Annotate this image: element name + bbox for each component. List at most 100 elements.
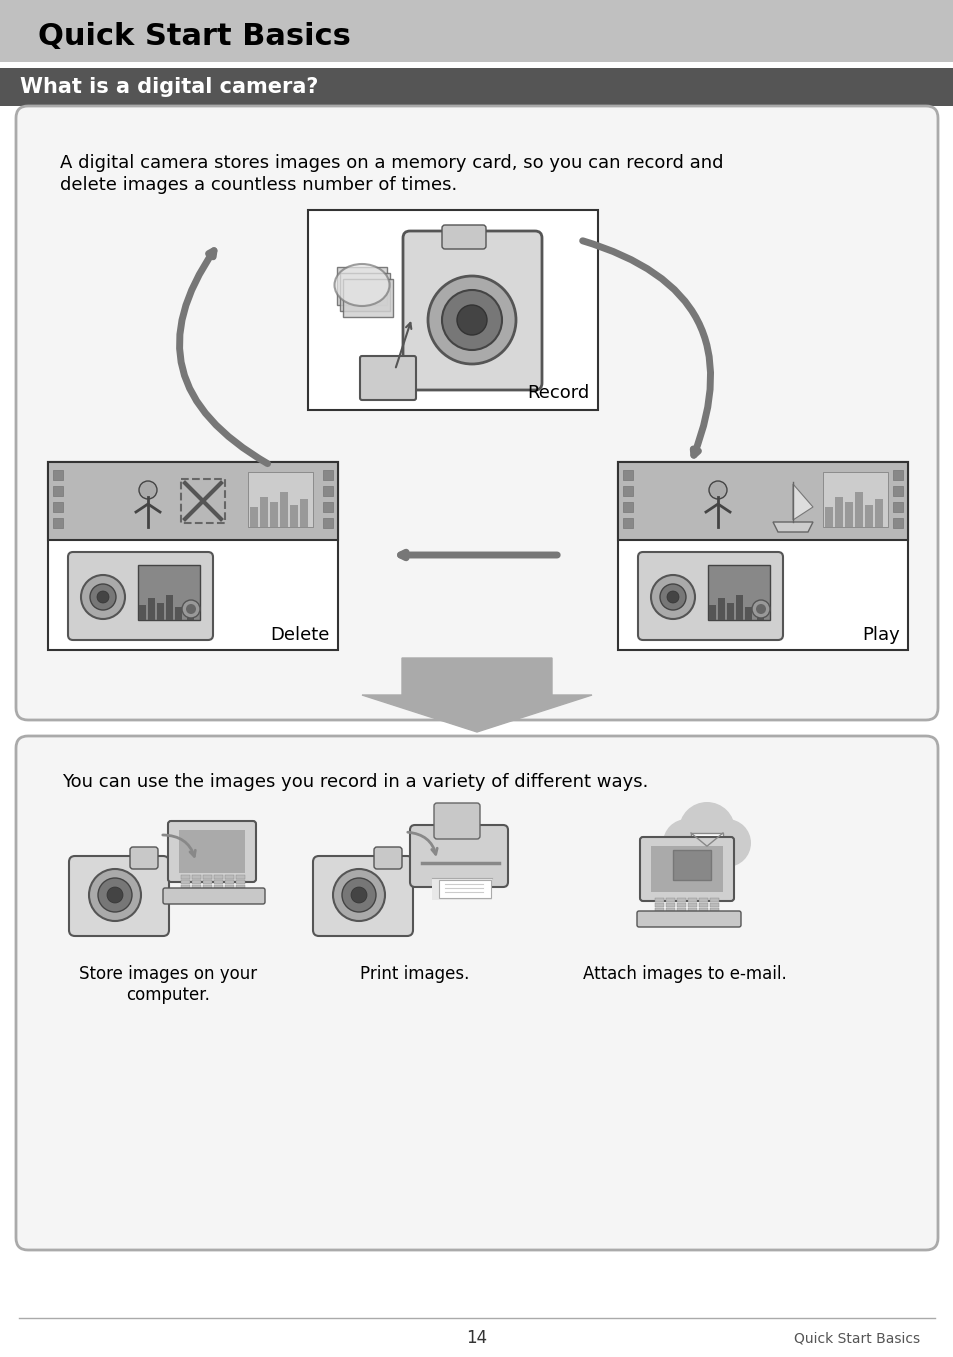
Text: Quick Start Basics: Quick Start Basics xyxy=(38,22,351,50)
Bar xyxy=(699,898,707,902)
Text: delete images a countless number of times.: delete images a countless number of time… xyxy=(60,176,456,194)
Bar xyxy=(622,502,633,512)
Bar xyxy=(709,902,719,906)
Bar xyxy=(655,902,663,906)
Bar xyxy=(655,898,663,902)
Bar xyxy=(53,502,63,512)
Text: What is a digital camera?: What is a digital camera? xyxy=(20,77,318,96)
FancyBboxPatch shape xyxy=(16,106,937,721)
Circle shape xyxy=(697,836,737,877)
Bar xyxy=(708,605,716,620)
Bar xyxy=(235,875,245,879)
Bar xyxy=(687,898,697,902)
Bar xyxy=(248,472,313,527)
FancyBboxPatch shape xyxy=(402,231,541,389)
Polygon shape xyxy=(361,658,592,731)
Circle shape xyxy=(708,480,726,499)
Bar xyxy=(677,902,685,906)
Circle shape xyxy=(98,878,132,912)
Bar xyxy=(213,885,223,889)
Circle shape xyxy=(677,836,717,877)
Circle shape xyxy=(81,575,125,619)
Bar xyxy=(665,898,675,902)
Polygon shape xyxy=(792,484,812,520)
Bar xyxy=(822,472,887,527)
Bar xyxy=(270,502,277,527)
Bar xyxy=(157,603,164,620)
Bar xyxy=(892,502,902,512)
FancyBboxPatch shape xyxy=(441,225,485,248)
Bar xyxy=(665,908,675,912)
Circle shape xyxy=(650,575,695,619)
FancyBboxPatch shape xyxy=(410,825,507,887)
FancyBboxPatch shape xyxy=(69,856,169,936)
Bar xyxy=(225,879,233,883)
Bar xyxy=(665,902,675,906)
Bar xyxy=(290,505,297,527)
Text: Record: Record xyxy=(527,384,589,402)
Bar xyxy=(432,878,492,900)
Bar xyxy=(187,603,193,620)
Bar xyxy=(757,603,763,620)
Circle shape xyxy=(90,584,116,611)
Bar xyxy=(707,565,769,620)
Bar xyxy=(213,875,223,879)
Bar xyxy=(323,470,333,480)
Bar xyxy=(854,493,862,527)
Circle shape xyxy=(659,584,685,611)
Text: Attach images to e-mail.: Attach images to e-mail. xyxy=(582,965,786,982)
Bar xyxy=(148,598,154,620)
Bar xyxy=(203,885,212,889)
Bar xyxy=(834,497,842,527)
FancyBboxPatch shape xyxy=(434,803,479,839)
Bar xyxy=(235,885,245,889)
Circle shape xyxy=(333,868,385,921)
Bar xyxy=(672,849,710,879)
Circle shape xyxy=(351,887,367,902)
Bar xyxy=(824,508,832,527)
FancyBboxPatch shape xyxy=(16,735,937,1250)
Circle shape xyxy=(107,887,123,902)
Circle shape xyxy=(182,600,200,617)
FancyBboxPatch shape xyxy=(339,273,390,311)
Circle shape xyxy=(441,290,501,350)
Bar xyxy=(225,875,233,879)
Bar xyxy=(690,833,722,855)
Bar xyxy=(699,902,707,906)
Bar xyxy=(308,210,598,410)
Bar xyxy=(48,461,337,540)
Bar xyxy=(655,908,663,912)
Bar xyxy=(192,875,201,879)
Circle shape xyxy=(755,604,765,613)
Circle shape xyxy=(139,480,157,499)
Circle shape xyxy=(688,841,724,878)
Text: Store images on your
computer.: Store images on your computer. xyxy=(79,965,256,1004)
Circle shape xyxy=(456,305,486,335)
Bar xyxy=(250,508,257,527)
Bar xyxy=(192,885,201,889)
Bar xyxy=(699,908,707,912)
FancyBboxPatch shape xyxy=(68,552,213,641)
FancyBboxPatch shape xyxy=(313,856,413,936)
Bar xyxy=(687,908,697,912)
Text: Play: Play xyxy=(862,626,899,645)
Bar xyxy=(709,898,719,902)
Bar xyxy=(677,898,685,902)
Bar xyxy=(179,830,245,873)
Circle shape xyxy=(666,592,679,603)
Polygon shape xyxy=(772,522,812,532)
FancyBboxPatch shape xyxy=(343,280,393,318)
Circle shape xyxy=(428,275,516,364)
FancyBboxPatch shape xyxy=(168,821,255,882)
Bar xyxy=(181,885,190,889)
Bar xyxy=(138,565,200,620)
Bar xyxy=(677,908,685,912)
Ellipse shape xyxy=(335,265,389,305)
Bar xyxy=(192,879,201,883)
Circle shape xyxy=(751,600,769,617)
FancyBboxPatch shape xyxy=(374,847,401,868)
Bar xyxy=(718,598,724,620)
Bar xyxy=(744,607,751,620)
Circle shape xyxy=(89,868,141,921)
Circle shape xyxy=(97,592,109,603)
